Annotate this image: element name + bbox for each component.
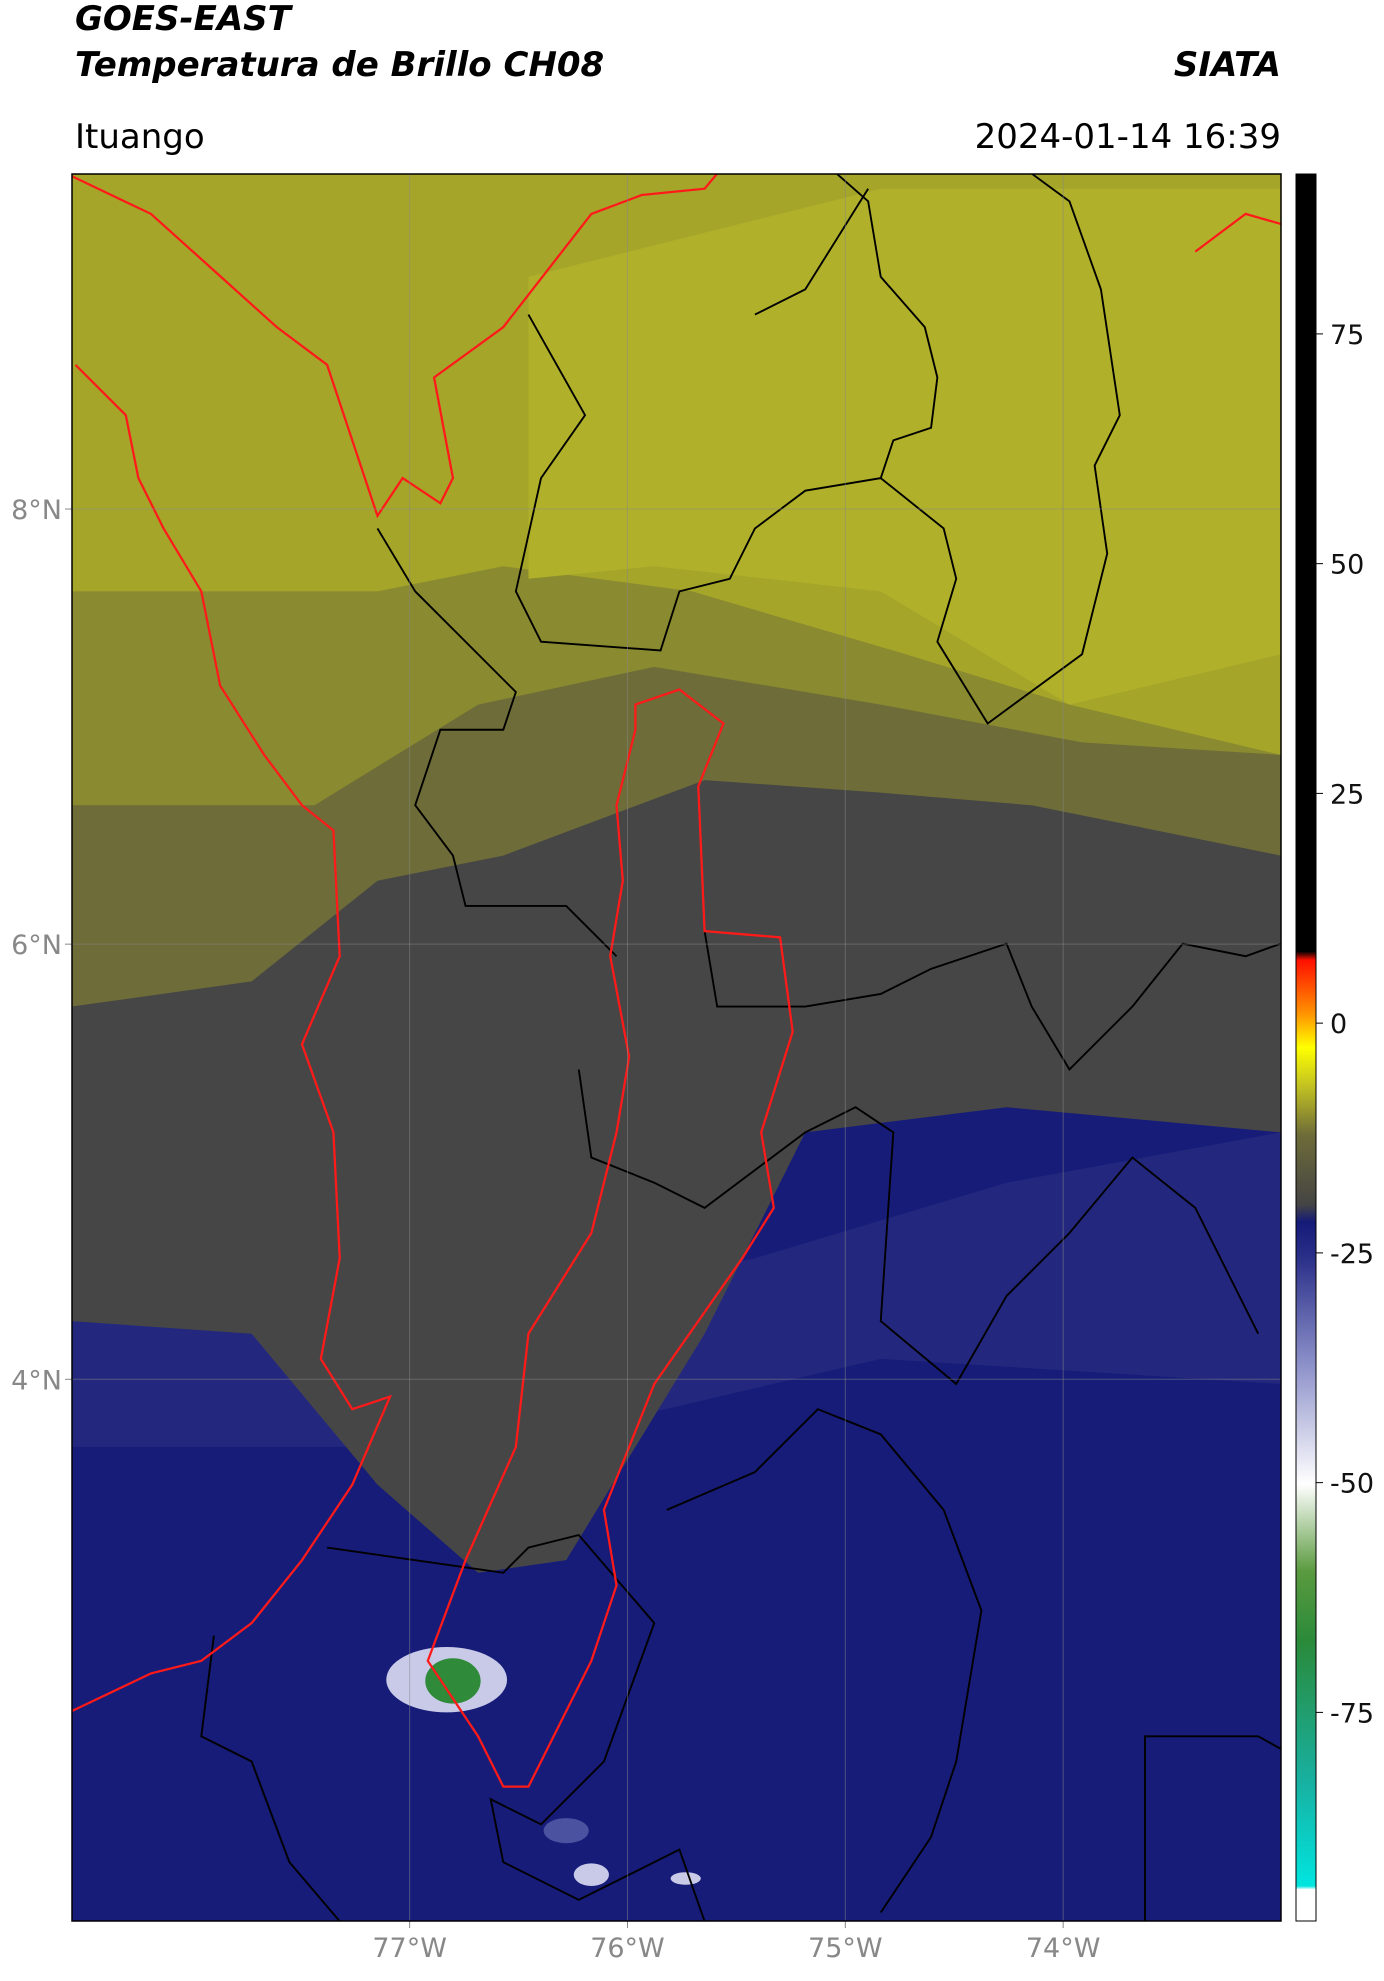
title: GOES-EAST (75, 0, 294, 39)
map-image (71, 173, 1281, 1922)
map-grid: 77°W 76°W 75°W 74°W (65, 174, 1281, 1964)
colorbar-tick-label: 0 (1330, 1009, 1347, 1040)
map-frame (71, 173, 1282, 1922)
colorbar-tick-label: -75 (1330, 1698, 1374, 1729)
source: SIATA (1174, 45, 1281, 85)
x-tick-label: 77°W (372, 1933, 447, 1964)
x-tick-label: 74°W (1026, 1933, 1101, 1964)
subtitle: Temperatura de Brillo CH08 (75, 45, 604, 85)
colorbar-tick-label: 25 (1330, 779, 1364, 810)
datetime: 2024-01-14 16:39 (975, 117, 1281, 157)
location: Ituango (75, 117, 205, 157)
y-tick-label: 4°N (11, 1365, 62, 1396)
colorbar (1295, 173, 1317, 1922)
colorbar-tick-label: -25 (1330, 1239, 1374, 1270)
colorbar-tick-label: 75 (1330, 320, 1364, 351)
y-tick-label: 6°N (11, 930, 62, 961)
colorbar-tick-label: 50 (1330, 550, 1364, 581)
x-tick-label: 75°W (808, 1933, 883, 1964)
colorbar-tick-label: -50 (1330, 1469, 1374, 1500)
x-tick-label: 76°W (590, 1933, 665, 1964)
y-tick-label: 8°N (11, 495, 62, 526)
